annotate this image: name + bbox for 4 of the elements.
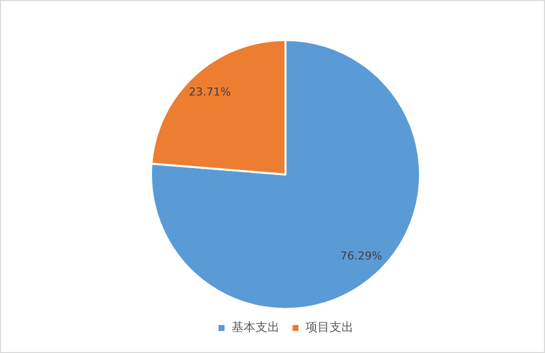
legend-label: 基本支出: [232, 320, 280, 334]
data-label: 76.29%: [340, 249, 382, 262]
legend-label: 项目支出: [306, 320, 354, 334]
data-label: 23.71%: [188, 85, 231, 98]
